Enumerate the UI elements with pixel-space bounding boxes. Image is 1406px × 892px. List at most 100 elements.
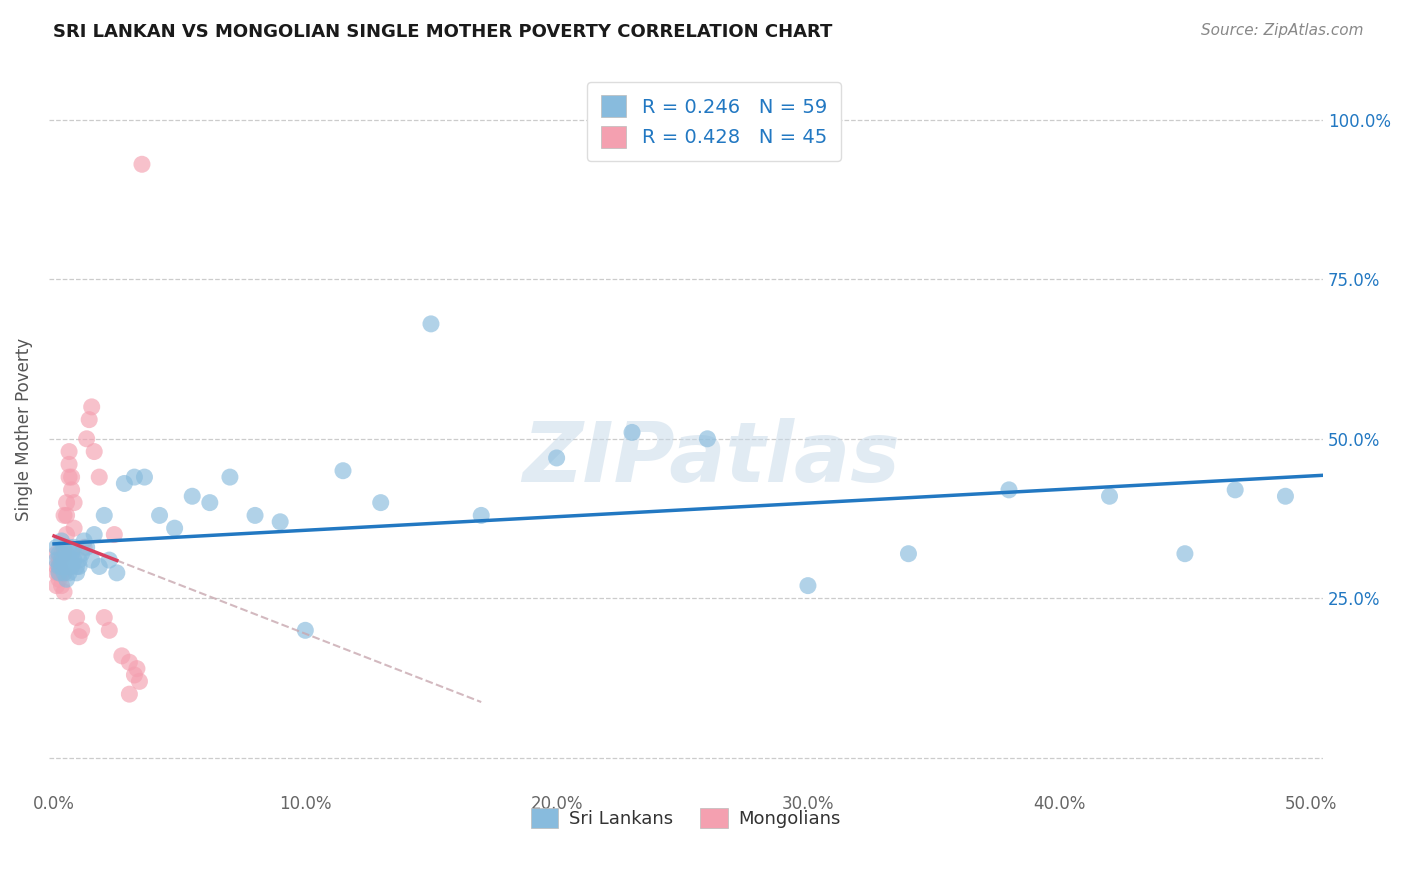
Point <box>370 495 392 509</box>
Point <box>58 553 80 567</box>
Point <box>48 566 70 580</box>
Point <box>51 553 73 567</box>
Point <box>73 533 96 548</box>
Point <box>797 579 820 593</box>
Point <box>55 572 77 586</box>
Point <box>103 527 125 541</box>
Point <box>294 624 316 638</box>
Point <box>55 559 77 574</box>
Point <box>420 317 443 331</box>
Point <box>53 566 76 580</box>
Point <box>60 470 83 484</box>
Point <box>80 553 103 567</box>
Point <box>58 566 80 580</box>
Point <box>1098 489 1121 503</box>
Point <box>51 579 73 593</box>
Point <box>45 547 67 561</box>
Point <box>58 444 80 458</box>
Point <box>48 566 70 580</box>
Point <box>60 559 83 574</box>
Point <box>51 559 73 574</box>
Point <box>131 157 153 171</box>
Point <box>105 566 128 580</box>
Point <box>897 547 920 561</box>
Point <box>53 508 76 523</box>
Point <box>93 508 115 523</box>
Point <box>51 553 73 567</box>
Point <box>621 425 644 440</box>
Point <box>998 483 1021 497</box>
Point <box>48 572 70 586</box>
Point <box>77 412 100 426</box>
Point <box>51 533 73 548</box>
Point <box>269 515 291 529</box>
Point <box>45 553 67 567</box>
Text: Source: ZipAtlas.com: Source: ZipAtlas.com <box>1201 23 1364 38</box>
Point <box>67 559 90 574</box>
Text: SRI LANKAN VS MONGOLIAN SINGLE MOTHER POVERTY CORRELATION CHART: SRI LANKAN VS MONGOLIAN SINGLE MOTHER PO… <box>53 23 832 41</box>
Point <box>53 547 76 561</box>
Point <box>53 585 76 599</box>
Point <box>80 400 103 414</box>
Point <box>48 547 70 561</box>
Point <box>53 553 76 567</box>
Point <box>70 624 93 638</box>
Point <box>124 470 146 484</box>
Point <box>134 470 156 484</box>
Point <box>65 559 87 574</box>
Point <box>73 541 96 555</box>
Point <box>89 470 111 484</box>
Point <box>124 668 146 682</box>
Point <box>63 541 86 555</box>
Point <box>63 521 86 535</box>
Point <box>51 566 73 580</box>
Point <box>65 610 87 624</box>
Point <box>198 495 221 509</box>
Point <box>470 508 492 523</box>
Point <box>98 553 121 567</box>
Point <box>128 674 150 689</box>
Point <box>76 432 98 446</box>
Point <box>48 559 70 574</box>
Point <box>55 495 77 509</box>
Point <box>53 541 76 555</box>
Point <box>58 458 80 472</box>
Point <box>48 559 70 574</box>
Point <box>112 476 135 491</box>
Point <box>1225 483 1247 497</box>
Point <box>60 547 83 561</box>
Point <box>111 648 134 663</box>
Point <box>243 508 266 523</box>
Point <box>696 432 718 446</box>
Point <box>45 579 67 593</box>
Point <box>55 508 77 523</box>
Point <box>48 553 70 567</box>
Point <box>55 527 77 541</box>
Point <box>55 547 77 561</box>
Point <box>65 566 87 580</box>
Point <box>51 547 73 561</box>
Text: ZIPatlas: ZIPatlas <box>523 417 900 499</box>
Point <box>60 483 83 497</box>
Point <box>148 508 170 523</box>
Point <box>76 541 98 555</box>
Point <box>45 559 67 574</box>
Point <box>125 662 148 676</box>
Point <box>181 489 204 503</box>
Point <box>332 464 354 478</box>
Point <box>45 566 67 580</box>
Point <box>1274 489 1296 503</box>
Point <box>89 559 111 574</box>
Y-axis label: Single Mother Poverty: Single Mother Poverty <box>15 338 32 521</box>
Point <box>58 470 80 484</box>
Point <box>98 624 121 638</box>
Point <box>70 547 93 561</box>
Point <box>93 610 115 624</box>
Point <box>53 566 76 580</box>
Point <box>546 450 568 465</box>
Point <box>163 521 186 535</box>
Point <box>58 541 80 555</box>
Point <box>63 495 86 509</box>
Legend: Sri Lankans, Mongolians: Sri Lankans, Mongolians <box>524 801 848 835</box>
Point <box>63 553 86 567</box>
